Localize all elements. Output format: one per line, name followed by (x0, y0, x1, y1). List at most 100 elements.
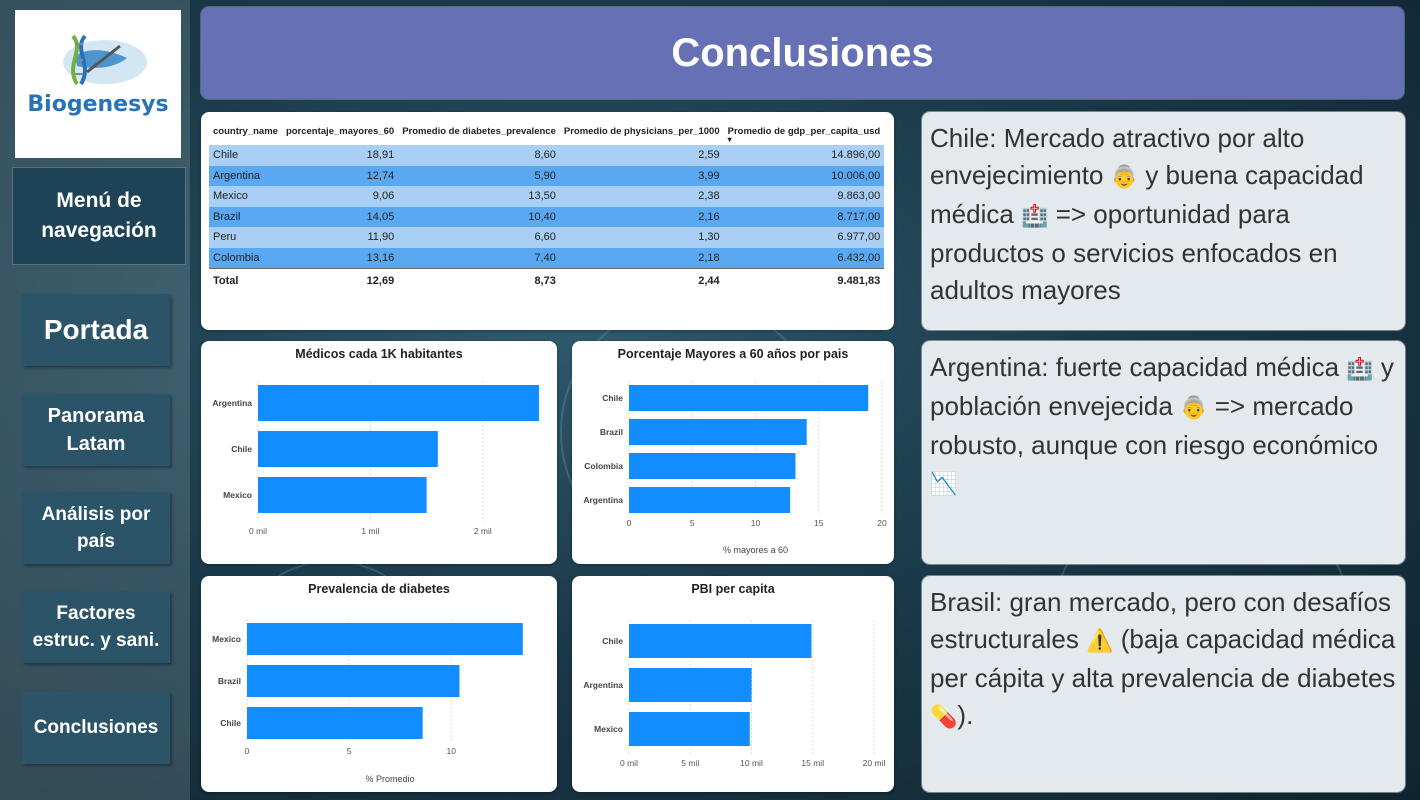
table-total-row: Total 12,69 8,73 2,44 9.481,83 (209, 268, 885, 292)
column-header[interactable]: country_name (213, 126, 278, 137)
category-label: Brazil (218, 676, 241, 686)
chart-card-medicos: Médicos cada 1K habitantes 0 mil 1 mil 2 m… (201, 341, 557, 564)
column-header[interactable]: Promedio de physicians_per_1000 (563, 126, 720, 137)
table-cell: 10.006,00 (723, 165, 885, 186)
chart-title: PBI per capita (691, 582, 775, 596)
table-cell: 3,99 (559, 165, 724, 186)
table-row: Colombia 13,16 7,40 2,18 6.432,00 (209, 247, 885, 269)
x-tick-label: 10 (751, 518, 761, 528)
table-cell: 13,16 (281, 247, 399, 269)
table-cell: 13,50 (398, 186, 560, 207)
category-label: Argentina (212, 398, 252, 408)
table-cell: 9.481,83 (723, 268, 885, 292)
nav-button-analisis-por-pais[interactable]: Análisis por país (22, 492, 170, 564)
x-axis-label: % Promedio (365, 774, 414, 784)
x-tick-label: 10 mil (740, 758, 763, 768)
table-cell: 2,16 (559, 206, 724, 227)
hospital-icon: 🏥 (1346, 357, 1374, 382)
column-header[interactable]: Promedio de diabetes_prevalence (402, 126, 556, 137)
bar (258, 477, 427, 513)
table-cell: 6.432,00 (723, 247, 885, 269)
category-label: Colombia (584, 461, 623, 471)
table-cell: 11,90 (281, 227, 399, 248)
chart-title: Médicos cada 1K habitantes (295, 347, 463, 361)
summary-table: country_name porcentaje_mayores_60 Prome… (209, 122, 885, 292)
x-tick-label: 0 mil (249, 526, 267, 536)
column-header-label: Promedio de gdp_per_capita_usd (727, 126, 881, 137)
category-label: Chile (220, 718, 241, 728)
note-text: Argentina: fuerte capacidad médica (930, 352, 1340, 382)
table-cell: 2,18 (559, 247, 724, 269)
note-text: ). (957, 700, 974, 730)
chart-medicos: 0 mil 1 mil 2 mil Argentina Chile Mexico (212, 381, 539, 536)
warning-icon: ⚠️ (1086, 629, 1114, 654)
bar (629, 487, 791, 513)
chart-title: Porcentaje Mayores a 60 años por pais (617, 347, 849, 361)
table-cell: 6.977,00 (723, 227, 885, 248)
table-cell: 2,44 (559, 268, 724, 292)
summary-table-card: country_name porcentaje_mayores_60 Prome… (201, 112, 894, 330)
sidebar: Biogenesys Menú de navegación Portada Pa… (0, 0, 190, 800)
bar (629, 453, 796, 479)
bar (629, 668, 752, 702)
table-cell: 9,06 (281, 186, 399, 207)
category-label: Chile (602, 393, 623, 403)
nav-button-panorama-latam[interactable]: Panorama Latam (22, 394, 170, 466)
note-chile: Chile: Mercado atractivo por alto enveje… (922, 112, 1405, 330)
table-header-row: country_name porcentaje_mayores_60 Prome… (209, 122, 884, 145)
table-cell: 14,05 (281, 206, 399, 227)
bar (629, 385, 869, 411)
chart-card-mayores-60: Porcentaje Mayores a 60 años por pais 0 5… (572, 341, 894, 564)
category-label: Brazil (600, 427, 623, 437)
bar (258, 431, 438, 467)
x-tick-label: 20 (877, 518, 887, 528)
table-cell: 12,74 (281, 165, 399, 186)
table-row: Brazil 14,05 10,40 2,16 8.717,00 (209, 206, 885, 227)
x-tick-label: 0 (627, 518, 632, 528)
table-cell: 10,40 (398, 206, 560, 227)
table-cell: 8.717,00 (723, 206, 885, 227)
x-tick-label: 1 mil (361, 526, 379, 536)
note-text: (baja capacidad médica per cápita y alta… (930, 624, 1396, 693)
note-text: Chile: Mercado atractivo por alto enveje… (930, 123, 1305, 190)
category-label: Mexico (212, 634, 241, 644)
chart-card-diabetes: Prevalencia de diabetes 0 5 10 Mexico Brazil… (201, 576, 557, 792)
bar (629, 419, 807, 445)
nav-button-factores[interactable]: Factores estruc. y sani. (22, 591, 170, 663)
x-tick-label: 2 mil (474, 526, 492, 536)
table-row: Mexico 9,06 13,50 2,38 9.863,00 (209, 186, 885, 207)
nav-menu-title: Menú de navegación (13, 168, 185, 264)
table-cell: 8,60 (398, 145, 560, 166)
table-cell: 7,40 (398, 247, 560, 269)
nav-button-portada[interactable]: Portada (22, 294, 170, 366)
x-tick-label: 5 mil (681, 758, 699, 768)
category-label: Argentina (583, 495, 623, 505)
table-cell: Chile (209, 145, 282, 166)
chart-mayores-60: 0 5 10 15 20 Chile Brazil Colombia Argentina % ma… (583, 381, 887, 555)
x-axis-label: % mayores a 60 (723, 545, 788, 555)
chart-decreasing-icon: 📉 (930, 472, 958, 497)
x-tick-label: 20 mil (863, 758, 886, 768)
table-cell: 5,90 (398, 165, 560, 186)
table-cell: 2,38 (559, 186, 724, 207)
table-cell: Colombia (209, 247, 282, 269)
note-text: => mercado robusto, aunque con riesgo ec… (930, 391, 1379, 460)
column-header[interactable]: Promedio de gdp_per_capita_usd ▾ (727, 126, 881, 144)
table-cell: 2,59 (559, 145, 724, 166)
table-cell: Peru (209, 227, 282, 248)
category-label: Mexico (223, 490, 252, 500)
table-cell: 14.896,00 (723, 145, 885, 166)
logo-text: Biogenesys (27, 92, 169, 117)
page-title: Conclusiones (201, 7, 1404, 99)
table-cell: 12,69 (281, 268, 399, 292)
x-tick-label: 5 (690, 518, 695, 528)
x-tick-label: 15 mil (801, 758, 824, 768)
nav-button-conclusiones[interactable]: Conclusiones (22, 692, 170, 764)
bar (258, 385, 539, 421)
chart-diabetes: 0 5 10 Mexico Brazil Chile % Promedio (212, 619, 523, 784)
note-text: y población envejecida (930, 352, 1394, 421)
bar (629, 712, 750, 746)
column-header[interactable]: porcentaje_mayores_60 (285, 126, 395, 137)
elderly-person-icon: 👵 (1180, 396, 1208, 421)
chart-card-pbi: PBI per capita 0 mil 5 mil 10 mil 15 mil 20 … (572, 576, 894, 792)
